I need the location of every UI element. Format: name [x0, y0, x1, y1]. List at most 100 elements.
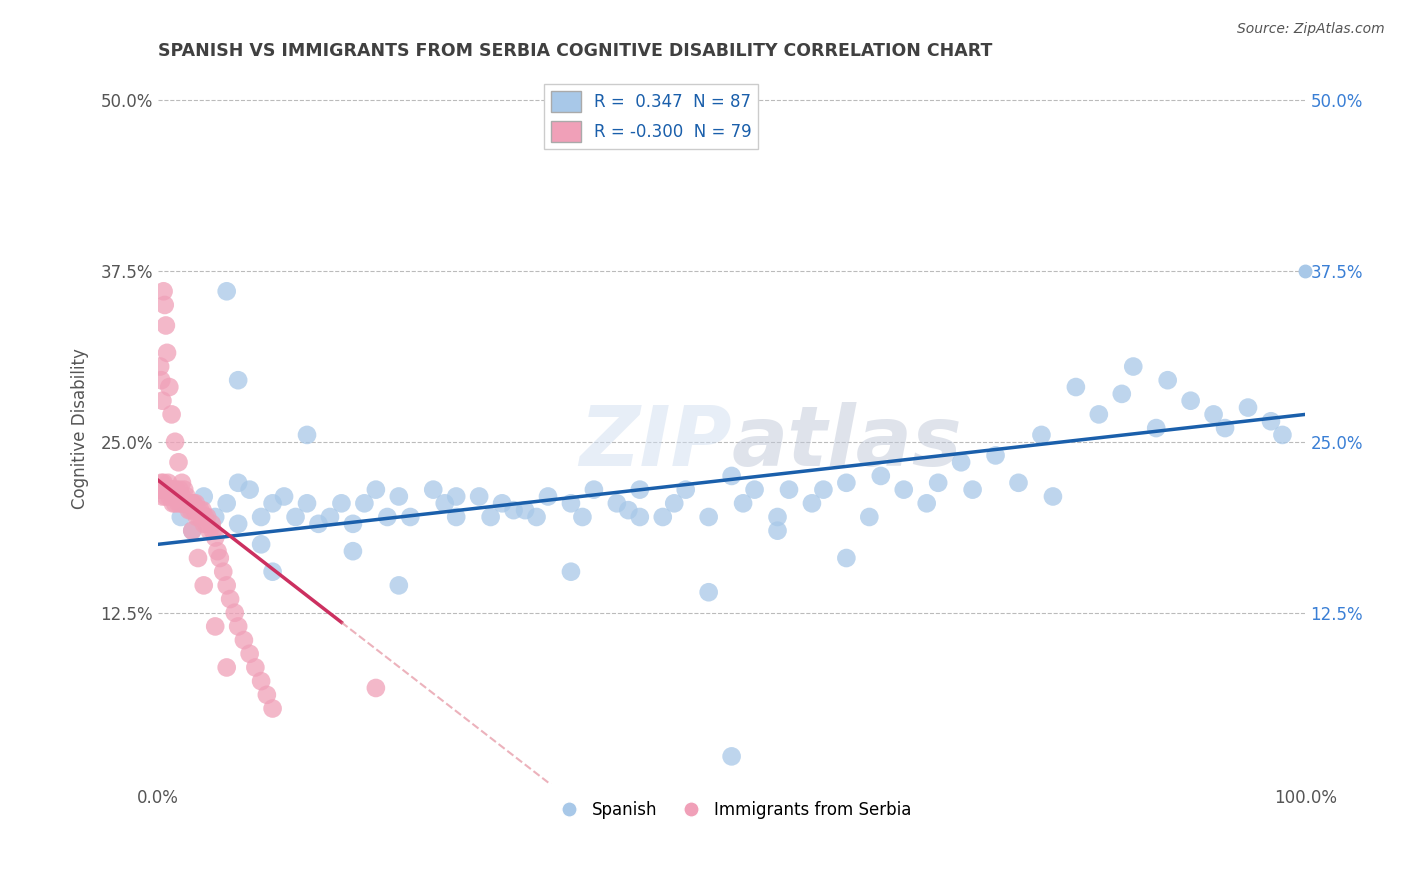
Point [617, 503, 640, 517]
Point [766, 524, 789, 538]
Point [170, 475, 193, 490]
Point [193, 578, 215, 592]
Point [172, 496, 194, 510]
Point [950, 455, 973, 469]
Point [193, 490, 215, 504]
Point [163, 483, 186, 497]
Point [226, 619, 249, 633]
Point [215, 578, 238, 592]
Point [295, 496, 318, 510]
Point [165, 434, 187, 449]
Point [186, 510, 208, 524]
Point [180, 503, 202, 517]
Point [239, 647, 262, 661]
Point [915, 496, 938, 510]
Point [156, 483, 179, 497]
Point [245, 660, 267, 674]
Point [628, 483, 651, 497]
Point [162, 496, 184, 510]
Point [166, 490, 188, 504]
Point [187, 551, 209, 566]
Point [226, 516, 249, 531]
Point [364, 483, 387, 497]
Point [177, 503, 200, 517]
Point [1157, 373, 1180, 387]
Point [149, 483, 172, 497]
Point [893, 483, 915, 497]
Text: ZIP: ZIP [579, 401, 731, 483]
Point [1260, 414, 1282, 428]
Point [160, 483, 183, 497]
Point [675, 483, 697, 497]
Point [256, 688, 278, 702]
Point [174, 496, 197, 510]
Point [330, 496, 353, 510]
Point [308, 516, 330, 531]
Point [1088, 408, 1111, 422]
Point [479, 510, 502, 524]
Point [212, 565, 235, 579]
Point [697, 510, 720, 524]
Point [284, 510, 307, 524]
Point [651, 510, 673, 524]
Point [319, 510, 342, 524]
Point [181, 524, 204, 538]
Point [179, 496, 201, 510]
Point [153, 483, 176, 497]
Point [204, 510, 226, 524]
Point [156, 346, 179, 360]
Point [262, 565, 284, 579]
Point [193, 516, 215, 531]
Point [560, 496, 582, 510]
Point [188, 510, 211, 524]
Point [191, 503, 214, 517]
Point [226, 373, 249, 387]
Point [720, 469, 742, 483]
Point [502, 503, 524, 517]
Point [157, 475, 180, 490]
Point [353, 496, 375, 510]
Point [537, 490, 560, 504]
Point [159, 483, 181, 497]
Point [869, 469, 891, 483]
Point [1202, 408, 1225, 422]
Point [1031, 428, 1053, 442]
Point [201, 524, 224, 538]
Point [835, 475, 858, 490]
Point [204, 619, 226, 633]
Point [198, 524, 221, 538]
Point [165, 496, 187, 510]
Text: Source: ZipAtlas.com: Source: ZipAtlas.com [1237, 22, 1385, 37]
Point [697, 585, 720, 599]
Point [152, 285, 174, 299]
Point [157, 490, 180, 504]
Point [152, 490, 174, 504]
Point [194, 510, 217, 524]
Point [342, 544, 364, 558]
Point [1144, 421, 1167, 435]
Point [183, 496, 205, 510]
Point [190, 510, 212, 524]
Point [491, 496, 513, 510]
Point [582, 483, 605, 497]
Point [215, 496, 238, 510]
Point [858, 510, 880, 524]
Point [664, 496, 686, 510]
Point [927, 475, 949, 490]
Point [181, 524, 204, 538]
Point [201, 516, 224, 531]
Point [232, 633, 254, 648]
Point [444, 490, 467, 504]
Point [1213, 421, 1236, 435]
Point [835, 551, 858, 566]
Point [170, 510, 193, 524]
Point [167, 496, 190, 510]
Point [800, 496, 823, 510]
Point [1271, 428, 1294, 442]
Point [526, 510, 548, 524]
Point [165, 483, 187, 497]
Point [150, 475, 173, 490]
Point [1111, 387, 1133, 401]
Point [262, 496, 284, 510]
Point [388, 490, 411, 504]
